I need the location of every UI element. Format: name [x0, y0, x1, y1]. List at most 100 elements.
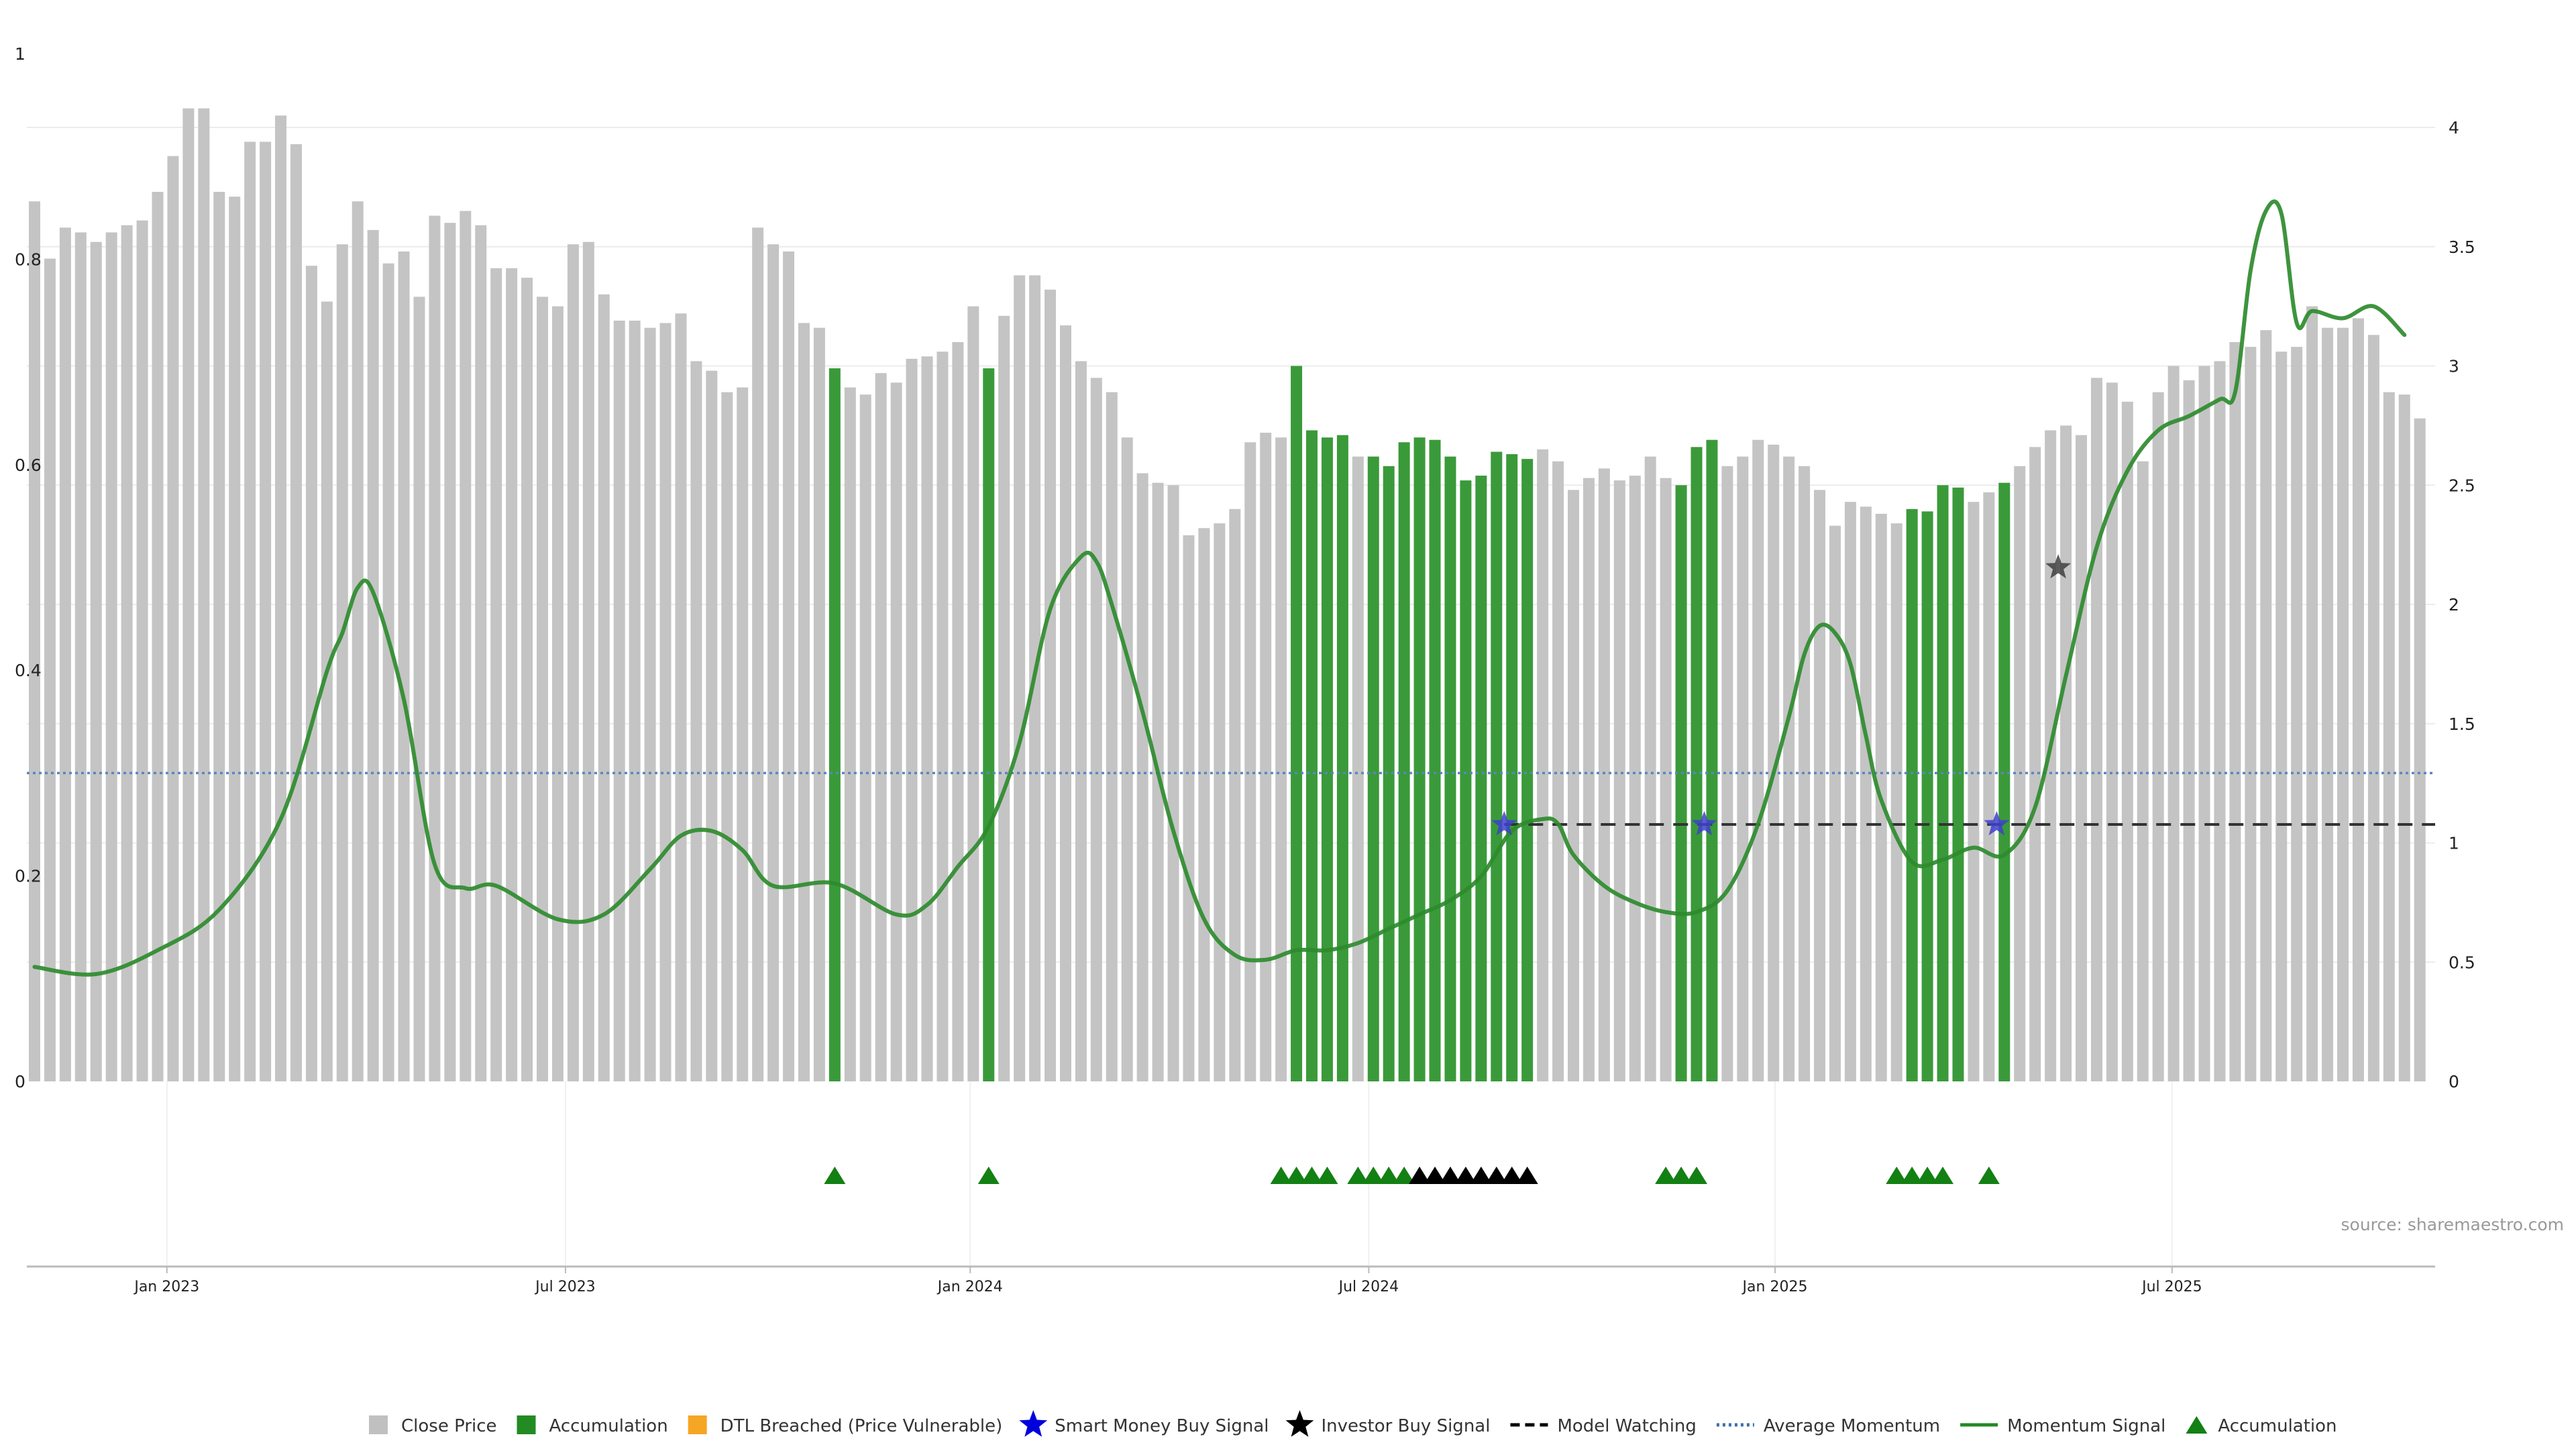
- close-price-bar: [551, 306, 564, 1081]
- close-price-bar: [1352, 456, 1364, 1081]
- right-axis-tick-label: 1.5: [2449, 714, 2475, 734]
- close-price-bar: [121, 225, 133, 1081]
- close-price-bar: [2152, 392, 2164, 1081]
- close-price-bar: [2076, 435, 2088, 1081]
- close-price-bar: [2060, 425, 2072, 1081]
- close-price-bar: [352, 201, 364, 1082]
- right-axis-tick-label: 3.5: [2449, 237, 2475, 257]
- close-price-bar: [1121, 437, 1133, 1081]
- legend-item: Accumulation: [517, 1415, 668, 1436]
- legend-label: Investor Buy Signal: [1321, 1416, 1490, 1436]
- momentum-signal: [32, 199, 2407, 977]
- accumulation-triangle: [1301, 1167, 1323, 1184]
- legend-swatch: [517, 1415, 536, 1434]
- close-price-bar: [490, 268, 502, 1081]
- right-axis-tick-label: 0: [2449, 1072, 2459, 1091]
- close-price-bar: [1814, 490, 1826, 1081]
- close-price-bar: [2045, 430, 2057, 1081]
- close-price-bar: [752, 227, 764, 1081]
- accumulation-bar: [983, 368, 995, 1082]
- accumulation-triangle: [1270, 1167, 1292, 1184]
- x-tick-label: Jan 2025: [1741, 1279, 1808, 1295]
- accumulation-triangle: [1655, 1167, 1677, 1184]
- close-price-bar: [74, 232, 87, 1081]
- close-price-bar: [382, 263, 394, 1081]
- legend-swatch: [369, 1415, 388, 1434]
- close-price-bar: [721, 392, 733, 1081]
- legend-triangle: [2186, 1416, 2208, 1434]
- close-price-bar: [1537, 449, 1549, 1081]
- close-price-bar: [537, 297, 549, 1081]
- accumulation-triangle-black: [1409, 1167, 1431, 1184]
- close-price-bar: [1075, 361, 1087, 1081]
- accumulation-triangle: [1362, 1167, 1385, 1184]
- close-price-bar: [244, 142, 256, 1082]
- close-price-bar: [2398, 394, 2410, 1081]
- close-price-bar: [1613, 480, 1625, 1081]
- accumulation-bar: [1675, 485, 1687, 1081]
- accumulation-bar: [1906, 508, 1918, 1081]
- legend-item: Investor Buy Signal: [1285, 1410, 1490, 1437]
- close-price-bar: [136, 220, 148, 1081]
- close-price-bar: [1214, 523, 1226, 1081]
- close-price-bar: [737, 387, 749, 1081]
- close-price-bar: [506, 268, 518, 1081]
- close-price-bar: [1260, 433, 1272, 1081]
- x-tick-label: Jul 2023: [534, 1279, 596, 1295]
- close-price-bar: [321, 301, 333, 1081]
- legend-item: Average Momentum: [1716, 1416, 1940, 1436]
- close-price-bar: [952, 341, 964, 1082]
- accumulation-triangle: [1316, 1167, 1338, 1184]
- close-price-bar: [2137, 461, 2149, 1081]
- right-axis-tick-label: 2: [2449, 595, 2459, 614]
- close-price-bar: [1660, 478, 1672, 1081]
- close-price-bar: [644, 327, 656, 1081]
- accumulation-bar: [1336, 435, 1348, 1081]
- close-price-bar: [429, 215, 441, 1081]
- accumulation-triangle: [1670, 1167, 1693, 1184]
- accumulation-triangle-black: [1424, 1167, 1446, 1184]
- close-price-bar: [1721, 466, 1733, 1081]
- legend-item: Momentum Signal: [1960, 1416, 2165, 1436]
- close-price-bar: [2367, 335, 2379, 1081]
- close-price-bar: [1598, 468, 1610, 1081]
- close-price-bar: [1106, 392, 1118, 1081]
- close-price-bar: [105, 232, 117, 1081]
- close-price-bar: [936, 352, 949, 1082]
- left-axis-tick-label: 0.2: [15, 867, 42, 886]
- left-axis-tick-label: 1: [15, 44, 25, 64]
- accumulation-triangle: [1285, 1167, 1307, 1184]
- accumulation-triangle-black: [1454, 1167, 1477, 1184]
- accumulation-triangle-black: [1501, 1167, 1523, 1184]
- close-price-bar: [2414, 418, 2426, 1081]
- accumulation-triangle-black: [1516, 1167, 1538, 1184]
- close-price-bar: [1275, 437, 1287, 1081]
- close-price-bar: [44, 258, 56, 1081]
- close-price-bar: [2322, 327, 2334, 1081]
- right-axis-tick-label: 3: [2449, 357, 2459, 376]
- close-price-bar: [890, 382, 902, 1081]
- close-price-bar: [767, 244, 780, 1081]
- close-price-bar: [1152, 482, 1164, 1081]
- close-price-bar: [875, 373, 887, 1081]
- legend-label: Accumulation: [2218, 1416, 2337, 1436]
- buy-signal-stars: [1491, 554, 2072, 836]
- legend-label: Average Momentum: [1764, 1416, 1940, 1436]
- x-tick-label: Jul 2024: [1338, 1279, 1399, 1295]
- right-axis-tick-label: 0.5: [2449, 953, 2475, 972]
- close-price-bar: [706, 370, 718, 1081]
- close-price-bar: [1582, 478, 1595, 1081]
- close-price-bar: [260, 142, 272, 1082]
- legend-label: Smart Money Buy Signal: [1055, 1416, 1269, 1436]
- accumulation-bar: [1321, 437, 1333, 1081]
- accumulation-bar: [1952, 487, 1964, 1081]
- close-price-bar: [613, 320, 625, 1082]
- close-price-bar: [2229, 341, 2241, 1082]
- close-price-bar: [290, 144, 302, 1081]
- accumulation-bar: [1491, 451, 1503, 1081]
- accumulation-triangle: [1932, 1167, 1954, 1184]
- legend-star: [1285, 1410, 1314, 1437]
- legend-label: Accumulation: [549, 1416, 668, 1436]
- source-label: source: sharemaestro.com: [2341, 1215, 2565, 1234]
- x-tick-label: Jan 2024: [936, 1279, 1003, 1295]
